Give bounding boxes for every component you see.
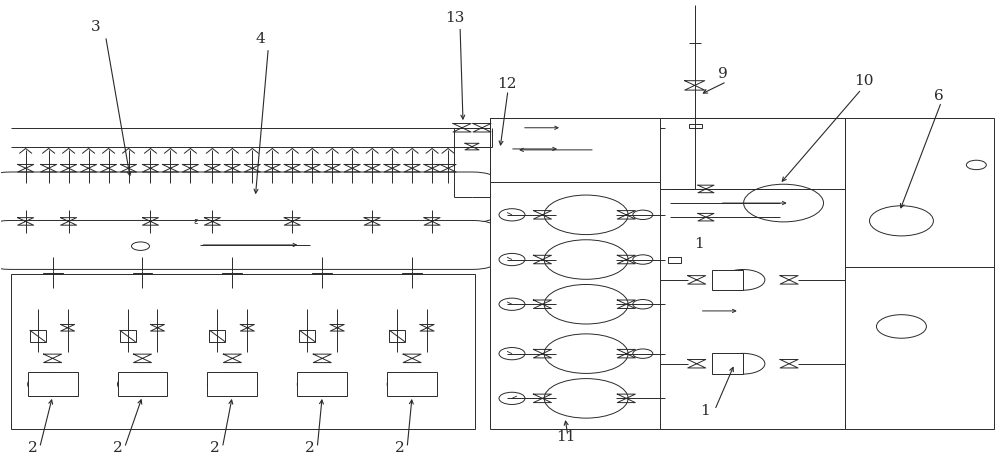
Bar — [28, 372, 78, 396]
Circle shape — [966, 160, 986, 169]
Circle shape — [544, 334, 628, 373]
Circle shape — [633, 349, 653, 358]
Text: 12: 12 — [497, 77, 517, 91]
Circle shape — [499, 209, 525, 221]
Circle shape — [633, 210, 653, 219]
Bar — [133, 273, 152, 288]
Text: 9: 9 — [718, 67, 727, 81]
Circle shape — [544, 285, 628, 324]
Bar — [712, 270, 743, 290]
Bar — [11, 274, 475, 429]
Bar — [30, 330, 46, 342]
Bar — [207, 372, 257, 396]
Bar — [387, 372, 437, 396]
Bar — [490, 118, 665, 182]
Text: ε: ε — [193, 217, 198, 226]
Text: 2: 2 — [210, 441, 220, 455]
Circle shape — [207, 372, 257, 396]
Circle shape — [721, 354, 765, 374]
Bar — [402, 273, 422, 288]
Circle shape — [28, 372, 78, 396]
Circle shape — [633, 300, 653, 309]
Circle shape — [499, 298, 525, 311]
Bar — [660, 118, 845, 429]
Bar — [312, 273, 332, 288]
Circle shape — [499, 347, 525, 360]
Circle shape — [544, 195, 628, 235]
Circle shape — [132, 242, 149, 251]
Circle shape — [387, 372, 437, 396]
Bar — [209, 330, 225, 342]
Text: 2: 2 — [305, 441, 315, 455]
Text: 2: 2 — [113, 441, 122, 455]
Text: 11: 11 — [556, 430, 575, 444]
Bar — [389, 330, 405, 342]
Text: 2: 2 — [395, 441, 405, 455]
Bar — [712, 354, 743, 374]
Text: 13: 13 — [445, 11, 464, 25]
Circle shape — [744, 184, 824, 222]
Bar — [120, 330, 136, 342]
Circle shape — [721, 270, 765, 290]
Circle shape — [297, 372, 347, 396]
Circle shape — [876, 315, 926, 338]
Circle shape — [499, 253, 525, 266]
Text: 1: 1 — [694, 237, 703, 251]
Text: 2: 2 — [28, 441, 37, 455]
Bar — [299, 330, 315, 342]
FancyBboxPatch shape — [0, 220, 498, 270]
Text: 4: 4 — [255, 32, 265, 46]
Bar — [845, 118, 994, 429]
Bar — [118, 372, 167, 396]
Text: 6: 6 — [934, 89, 944, 102]
Bar — [689, 125, 702, 128]
FancyBboxPatch shape — [0, 172, 498, 222]
Bar — [668, 257, 681, 263]
Bar — [297, 372, 347, 396]
Text: 3: 3 — [91, 20, 100, 34]
Circle shape — [499, 392, 525, 405]
Bar — [222, 273, 242, 288]
Circle shape — [633, 255, 653, 264]
Circle shape — [869, 206, 933, 236]
Bar — [490, 118, 665, 429]
Circle shape — [118, 372, 167, 396]
Circle shape — [544, 379, 628, 418]
Text: 1: 1 — [700, 404, 709, 418]
Bar — [43, 273, 63, 288]
Text: 10: 10 — [855, 75, 874, 88]
Circle shape — [544, 240, 628, 279]
